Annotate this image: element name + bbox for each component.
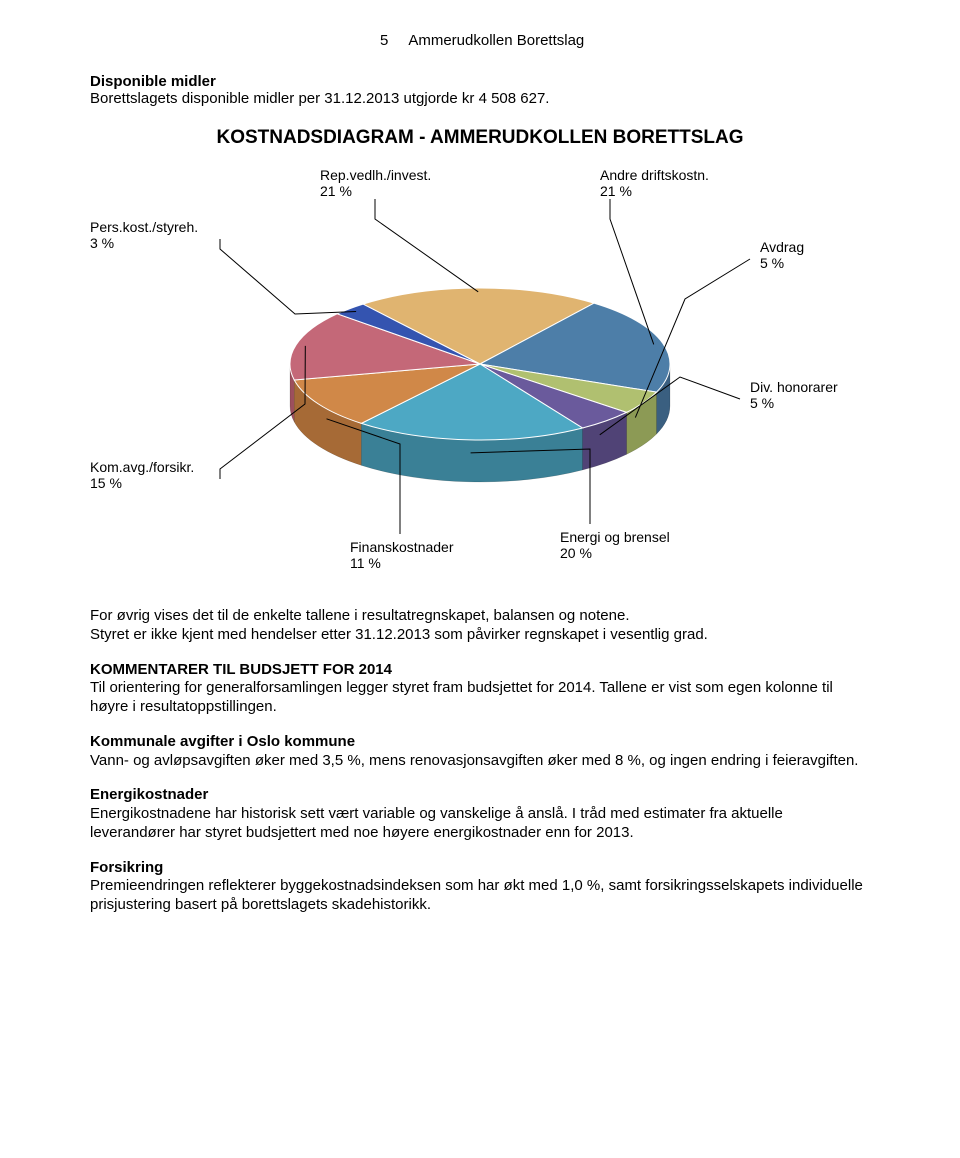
p5: Energikostnadene har historisk sett vært… xyxy=(90,805,783,841)
section-heading: KOMMENTARER TIL BUDSJETT FOR 2014 xyxy=(90,661,870,680)
p2: Styret er ikke kjent med hendelser etter… xyxy=(90,626,708,643)
pie-label: Rep.vedlh./invest.21 % xyxy=(320,167,431,199)
page-header: 5 Ammerudkollen Borettslag xyxy=(90,32,870,49)
p6: Premieendringen reflekterer byggekostnad… xyxy=(90,877,863,913)
paragraph: KOMMENTARER TIL BUDSJETT FOR 2014 Til or… xyxy=(90,661,870,717)
intro-block: Disponible midler Borettslagets disponib… xyxy=(90,73,870,107)
page-number: 5 xyxy=(380,32,388,49)
cost-pie-chart: KOSTNADSDIAGRAM - AMMERUDKOLLEN BORETTSL… xyxy=(90,127,870,589)
chart-title: KOSTNADSDIAGRAM - AMMERUDKOLLEN BORETTSL… xyxy=(90,127,870,149)
pie-label: Energi og brensel20 % xyxy=(560,529,670,561)
pie-label: Kom.avg./forsikr.15 % xyxy=(90,459,194,491)
p3: Til orientering for generalforsamlingen … xyxy=(90,679,833,715)
paragraph: Energikostnader Energikostnadene har his… xyxy=(90,786,870,842)
org-name: Ammerudkollen Borettslag xyxy=(408,32,584,49)
pie-label: Andre driftskostn.21 % xyxy=(600,167,709,199)
intro-heading: Disponible midler xyxy=(90,73,216,90)
pie-label: Pers.kost./styreh.3 % xyxy=(90,219,198,251)
p1: For øvrig vises det til de enkelte talle… xyxy=(90,607,629,624)
paragraph: Forsikring Premieendringen reflekterer b… xyxy=(90,859,870,915)
section-heading: Kommunale avgifter i Oslo kommune xyxy=(90,733,355,750)
section-heading: Forsikring xyxy=(90,859,870,878)
pie-label: Avdrag5 % xyxy=(760,239,804,271)
paragraph: For øvrig vises det til de enkelte talle… xyxy=(90,607,870,645)
section-heading: Energikostnader xyxy=(90,786,870,805)
intro-text: Borettslagets disponible midler per 31.1… xyxy=(90,90,549,107)
p4: Vann- og avløpsavgiften øker med 3,5 %, … xyxy=(90,752,858,769)
pie-label: Finanskostnader11 % xyxy=(350,539,454,571)
paragraph: Kommunale avgifter i Oslo kommune Vann- … xyxy=(90,733,870,771)
pie-label: Div. honorarer5 % xyxy=(750,379,838,411)
